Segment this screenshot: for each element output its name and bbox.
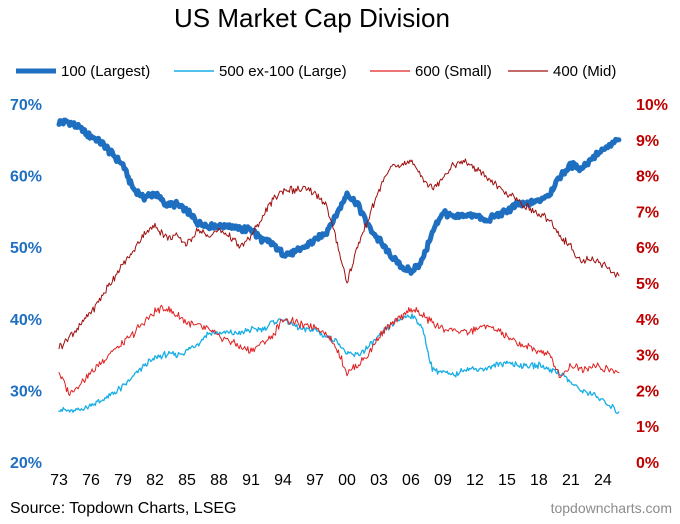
left-tick-label: 40% [10, 312, 42, 329]
x-tick-label: 82 [146, 472, 164, 489]
legend-label-largest: 100 (Largest) [61, 63, 150, 80]
legend-label-large: 500 ex-100 (Large) [219, 63, 347, 80]
x-tick-label: 21 [562, 472, 580, 489]
x-tick-label: 79 [114, 472, 132, 489]
chart-title: US Market Cap Division [174, 3, 450, 33]
x-axis-ticks: 73 76 79 82 85 88 91 94 97 00 03 06 09 12 15 18 21 24 [50, 472, 612, 489]
right-axis-ticks: 0% 1% 2% 3% 4% 5% 6% 7% 8% 9% 10% [636, 97, 668, 472]
x-tick-label: 91 [242, 472, 260, 489]
right-tick-label: 4% [636, 312, 659, 329]
left-tick-label: 30% [10, 383, 42, 400]
x-tick-label: 15 [498, 472, 516, 489]
x-tick-label: 24 [594, 472, 612, 489]
x-tick-label: 94 [274, 472, 292, 489]
x-tick-label: 97 [306, 472, 324, 489]
legend-label-mid: 400 (Mid) [553, 63, 616, 80]
x-tick-label: 88 [210, 472, 228, 489]
left-tick-label: 60% [10, 169, 42, 186]
series-line-small [58, 304, 620, 396]
right-tick-label: 1% [636, 419, 659, 436]
left-tick-label: 20% [10, 455, 42, 472]
source-note: Source: Topdown Charts, LSEG [10, 500, 237, 517]
x-tick-label: 85 [178, 472, 196, 489]
right-tick-label: 6% [636, 240, 659, 257]
right-tick-label: 9% [636, 133, 659, 150]
series-line-large [58, 313, 620, 415]
x-tick-label: 12 [466, 472, 484, 489]
right-tick-label: 10% [636, 97, 668, 114]
watermark: topdowncharts.com [551, 500, 672, 516]
right-tick-label: 0% [636, 455, 659, 472]
right-tick-label: 8% [636, 169, 659, 186]
legend-label-small: 600 (Small) [415, 63, 492, 80]
right-tick-label: 7% [636, 204, 659, 221]
plot-area [56, 117, 622, 415]
x-tick-label: 09 [434, 472, 452, 489]
right-tick-label: 5% [636, 276, 659, 293]
right-tick-label: 2% [636, 383, 659, 400]
left-axis-ticks: 20% 30% 40% 50% 60% 70% [10, 97, 42, 472]
left-tick-label: 50% [10, 240, 42, 257]
left-tick-label: 70% [10, 97, 42, 114]
x-tick-label: 03 [370, 472, 388, 489]
legend: 100 (Largest) 500 ex-100 (Large) 600 (Sm… [16, 63, 616, 80]
x-tick-label: 00 [338, 472, 356, 489]
x-tick-label: 73 [50, 472, 68, 489]
x-tick-label: 76 [82, 472, 100, 489]
x-tick-label: 18 [530, 472, 548, 489]
x-tick-label: 06 [402, 472, 420, 489]
right-tick-label: 3% [636, 348, 659, 365]
series-line-mid [58, 158, 620, 350]
